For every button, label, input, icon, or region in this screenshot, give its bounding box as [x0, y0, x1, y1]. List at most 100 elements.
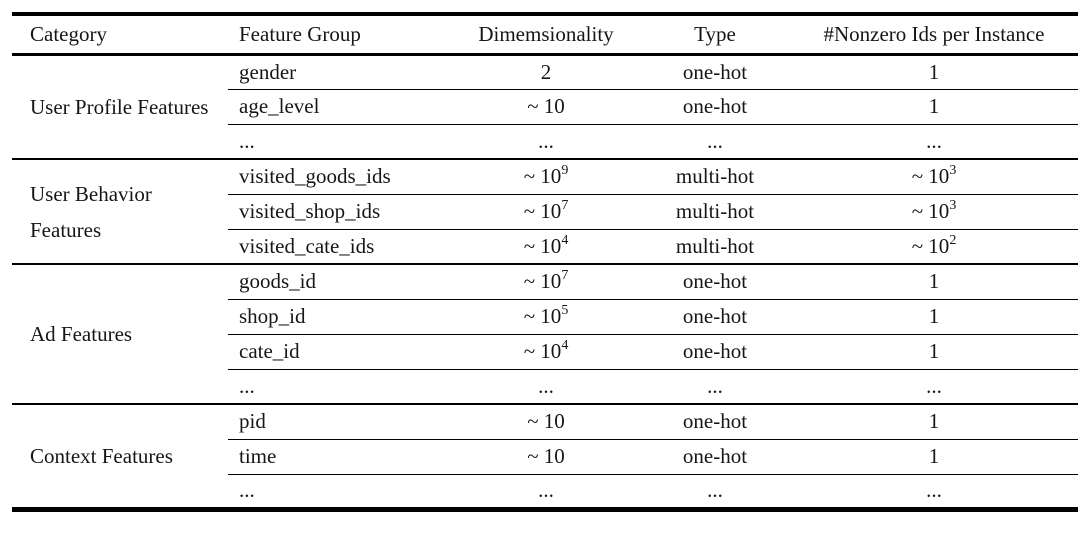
dimensionality-cell: ~ 105 [452, 299, 640, 335]
nonzero-value: 1 [928, 444, 940, 468]
dimensionality-cell: ... [452, 124, 640, 160]
type-cell: ... [707, 478, 723, 502]
dim-exponent: 7 [561, 198, 569, 213]
nonzero-value: 1 [928, 304, 940, 328]
dimensionality-cell: ~ 104 [452, 229, 640, 265]
table-row: shop_id ~ 105 one-hot 1 [12, 299, 1078, 335]
category-cell-ad-features: Ad Features [12, 264, 228, 405]
nonzero-exponent: 2 [949, 232, 957, 248]
table-row: visited_cate_ids ~ 104 multi-hot ~ 102 [12, 229, 1078, 265]
dim-exponent: 4 [561, 338, 569, 353]
nonzero-cell: ... [790, 124, 1078, 160]
dimensionality-cell: ~ 10 [452, 439, 640, 475]
nonzero-cell: ... [790, 369, 1078, 405]
nonzero-cell: 1 [790, 89, 1078, 125]
feature-statistics-table: Category Feature Group Dimemsionality Ty… [12, 12, 1078, 512]
type-cell: one-hot [640, 334, 790, 370]
nonzero-value: 1 [928, 339, 940, 363]
nonzero-value: 1 [928, 269, 940, 294]
feature-cell: cate_id [228, 334, 452, 370]
nonzero-value: 1 [928, 409, 940, 434]
nonzero-value: 1 [928, 59, 940, 84]
table-row: ... ... ... ... [12, 369, 1078, 405]
dimensionality-cell: ~ 107 [452, 264, 640, 300]
nonzero-cell: ~ 102 [790, 229, 1078, 265]
header-row: Category Feature Group Dimemsionality Ty… [12, 14, 1078, 56]
nonzero-value: 1 [928, 94, 940, 118]
dim-exponent: 4 [561, 232, 569, 248]
dim-value: ~ 10 [527, 444, 565, 468]
dim-value: ~ 10 [523, 304, 562, 328]
dim-value: ~ 10 [523, 199, 562, 223]
category-cell-user-behavior: User Behavior Features [12, 159, 228, 265]
type-cell: ... [640, 369, 790, 405]
nonzero-exponent: 3 [949, 163, 957, 179]
dim-value: ~ 10 [523, 164, 562, 189]
type-cell: one-hot [640, 299, 790, 335]
column-header-dimensionality: Dimemsionality [452, 14, 640, 56]
type-cell: one-hot [640, 404, 790, 440]
dim-value: ~ 10 [527, 94, 565, 118]
type-cell: one-hot [640, 54, 790, 90]
feature-cell: age_level [228, 89, 452, 125]
type-cell: one-hot [640, 89, 790, 125]
feature-cell: time [228, 439, 452, 475]
type-cell: ... [640, 124, 790, 160]
dim-exponent: 7 [561, 268, 569, 284]
type-cell: one-hot [640, 439, 790, 475]
table-row: Ad Features goods_id ~ 107 one-hot 1 [12, 264, 1078, 405]
dimensionality-cell: ~ 10 [452, 89, 640, 125]
nonzero-cell: ~ 103 [790, 159, 1078, 195]
column-header-nonzero-ids: #Nonzero Ids per Instance [790, 14, 1078, 56]
feature-cell: shop_id [228, 299, 452, 335]
table-row: Context Features pid ~ 10 one-hot 1 [12, 404, 1078, 510]
feature-cell: goods_id [228, 264, 452, 300]
feature-cell: ... [239, 478, 255, 502]
nonzero-cell: 1 [790, 299, 1078, 335]
type-cell: multi-hot [640, 159, 790, 195]
feature-cell: ... [228, 124, 452, 160]
dim-value: ~ 10 [523, 339, 562, 363]
nonzero-cell: ... [926, 478, 942, 502]
table-row: cate_id ~ 104 one-hot 1 [12, 334, 1078, 370]
dim-exponent: 5 [561, 303, 569, 318]
feature-cell: gender [228, 54, 452, 90]
nonzero-value: ~ 10 [911, 233, 950, 258]
feature-cell: visited_goods_ids [228, 159, 452, 195]
type-cell: multi-hot [640, 229, 790, 265]
type-cell: multi-hot [640, 194, 790, 230]
nonzero-cell: 1 [790, 264, 1078, 300]
dimensionality-cell: ~ 10 [452, 404, 640, 440]
table-row: age_level ~ 10 one-hot 1 [12, 89, 1078, 125]
nonzero-cell: 1 [790, 54, 1078, 90]
dimensionality-cell: 2 [452, 54, 640, 90]
feature-cell: ... [228, 369, 452, 405]
category-cell-user-profile: User Profile Features [12, 54, 228, 160]
dim-value: ~ 10 [523, 269, 562, 294]
dimensionality-cell: ... [452, 369, 640, 405]
nonzero-value: ~ 10 [911, 199, 950, 223]
dimensionality-cell: ... [538, 478, 554, 502]
category-cell-context-features: Context Features [12, 404, 228, 510]
nonzero-value: ~ 10 [911, 164, 950, 189]
nonzero-cell: 1 [790, 334, 1078, 370]
feature-cell: pid [228, 404, 452, 440]
column-header-category: Category [12, 14, 228, 56]
feature-cell: visited_shop_ids [228, 194, 452, 230]
nonzero-cell: 1 [790, 439, 1078, 475]
table-row: ... ... ... ... [12, 474, 1078, 509]
table-row: ... ... ... ... [12, 124, 1078, 160]
type-cell: one-hot [640, 264, 790, 300]
table-row: visited_shop_ids ~ 107 multi-hot ~ 103 [12, 194, 1078, 230]
feature-cell: visited_cate_ids [228, 229, 452, 265]
column-header-type: Type [640, 14, 790, 56]
table-row: User Behavior Features visited_goods_ids… [12, 159, 1078, 265]
dimensionality-cell: ~ 104 [452, 334, 640, 370]
nonzero-cell: 1 [790, 404, 1078, 440]
table-row: User Profile Features gender 2 one-hot 1 [12, 54, 1078, 160]
dimensionality-cell: ~ 107 [452, 194, 640, 230]
dim-value: 2 [540, 59, 552, 84]
nonzero-cell: ~ 103 [790, 194, 1078, 230]
dim-value: ~ 10 [527, 409, 565, 434]
